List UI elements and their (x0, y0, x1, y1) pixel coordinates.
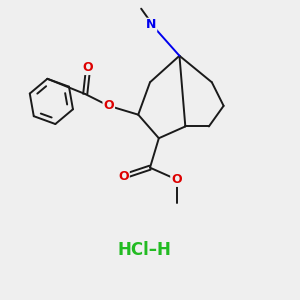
Text: O: O (83, 61, 94, 74)
Text: O: O (171, 173, 182, 186)
Text: O: O (103, 99, 114, 112)
Text: HCl–H: HCl–H (117, 241, 171, 259)
Text: N: N (146, 18, 157, 32)
Text: O: O (118, 170, 129, 183)
